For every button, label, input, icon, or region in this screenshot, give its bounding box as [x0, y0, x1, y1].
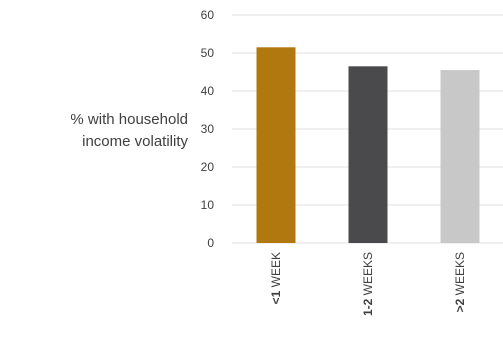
x-category-label: 1-2 WEEKS	[361, 252, 375, 316]
y-axis-label-line-1: % with household	[70, 111, 188, 128]
y-tick-label: 50	[201, 46, 215, 60]
bar	[440, 70, 480, 243]
x-category-label-strong: 1-2	[361, 298, 375, 316]
y-axis-label-line-2: income volatility	[82, 133, 188, 150]
y-tick-label: 30	[201, 122, 215, 136]
y-tick-label: 60	[201, 8, 215, 22]
y-tick-label: 20	[201, 160, 215, 174]
x-category-label-strong: >2	[453, 298, 467, 312]
y-axis-label: % with household income volatility	[10, 109, 188, 153]
y-tick-label: 40	[201, 84, 215, 98]
x-category-label-rest: WEEK	[269, 252, 283, 291]
x-category-label: <1 WEEK	[269, 252, 283, 304]
x-category-label-rest: WEEKS	[453, 252, 467, 299]
x-category-label-rest: WEEKS	[361, 252, 375, 299]
bar	[348, 66, 388, 243]
y-tick-label: 10	[201, 198, 215, 212]
y-tick-label: 0	[207, 236, 214, 250]
x-category-label: >2 WEEKS	[453, 252, 467, 312]
x-category-label-strong: <1	[269, 290, 283, 304]
bar	[256, 47, 296, 243]
